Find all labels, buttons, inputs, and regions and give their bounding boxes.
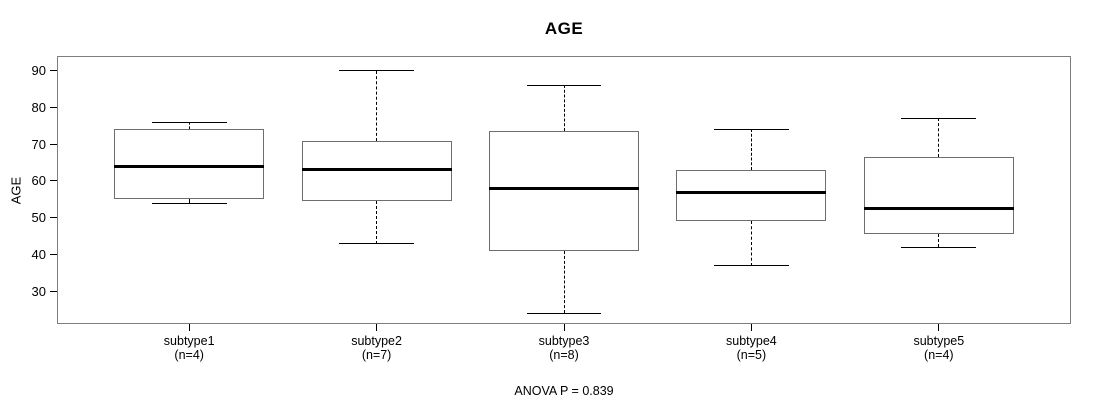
y-axis-tick: [50, 180, 57, 182]
y-axis-tick: [50, 290, 57, 292]
group-count: (n=4): [924, 347, 954, 362]
y-tick-label: 60: [31, 173, 46, 189]
x-axis-tick: [938, 324, 940, 331]
y-tick-label: 70: [31, 136, 46, 152]
group-name: subtype3: [538, 334, 590, 348]
y-tick-label: 80: [31, 99, 46, 115]
x-axis-tick: [376, 324, 378, 331]
y-axis-tick: [50, 254, 57, 256]
y-tick-label: 90: [31, 63, 46, 79]
upper-whisker-line: [938, 118, 940, 158]
group-count: (n=7): [361, 347, 392, 362]
median-line: [301, 168, 452, 172]
group-count: (n=5): [736, 347, 767, 362]
median-line: [489, 186, 639, 190]
iqr-box: [676, 169, 827, 222]
upper-whisker-cap: [526, 84, 602, 86]
y-axis-tick: [50, 70, 57, 72]
lower-whisker-line: [750, 221, 752, 266]
x-axis-tick: [563, 324, 565, 331]
group-name: subtype4: [726, 334, 777, 348]
x-axis-tick: [750, 324, 752, 331]
group-name: subtype1: [163, 334, 215, 348]
upper-whisker-cap: [151, 121, 227, 123]
y-tick-label: 30: [31, 283, 46, 299]
median-line: [676, 190, 827, 194]
lower-whisker-line: [188, 199, 190, 204]
lower-whisker-line: [563, 250, 565, 314]
x-category-label: subtype4 (n=5): [676, 334, 826, 362]
x-category-label: subtype5 (n=4): [864, 334, 1014, 362]
upper-whisker-line: [376, 70, 378, 141]
lower-whisker-line: [938, 234, 940, 248]
group-name: subtype2: [351, 334, 402, 348]
x-axis-tick: [188, 324, 190, 331]
x-category-label: subtype2 (n=7): [302, 334, 452, 362]
upper-whisker-cap: [713, 128, 789, 130]
iqr-box: [114, 129, 265, 200]
lower-whisker-cap: [526, 312, 602, 314]
upper-whisker-line: [188, 122, 190, 130]
y-axis-tick: [50, 106, 57, 108]
group-count: (n=4): [174, 347, 204, 362]
x-category-label: subtype1 (n=4): [114, 334, 264, 362]
median-line: [114, 164, 265, 168]
y-axis-tick: [50, 217, 57, 219]
lower-whisker-line: [376, 201, 378, 244]
lower-whisker-cap: [713, 265, 789, 267]
lower-whisker-cap: [339, 243, 415, 245]
lower-whisker-cap: [151, 202, 227, 204]
median-line: [863, 207, 1014, 211]
iqr-box: [863, 157, 1014, 235]
plot-area: 30 40 50 60 70 80 90 subtype1 (n=4) subtype2 (n=7)…: [32, 56, 1071, 361]
x-category-label: subtype3 (n=8): [489, 334, 639, 362]
chart-title: AGE: [544, 19, 584, 38]
group-name: subtype5: [913, 334, 965, 348]
lower-whisker-cap: [901, 246, 977, 248]
upper-whisker-cap: [339, 70, 415, 72]
iqr-box: [489, 131, 639, 251]
upper-whisker-line: [750, 129, 752, 170]
group-count: (n=8): [549, 347, 579, 362]
y-axis-tick: [50, 143, 57, 145]
y-tick-label: 50: [31, 210, 46, 226]
upper-whisker-cap: [901, 117, 977, 119]
y-tick-label: 40: [31, 247, 46, 263]
upper-whisker-line: [563, 85, 565, 132]
anova-annotation: ANOVA P = 0.839: [514, 384, 614, 398]
